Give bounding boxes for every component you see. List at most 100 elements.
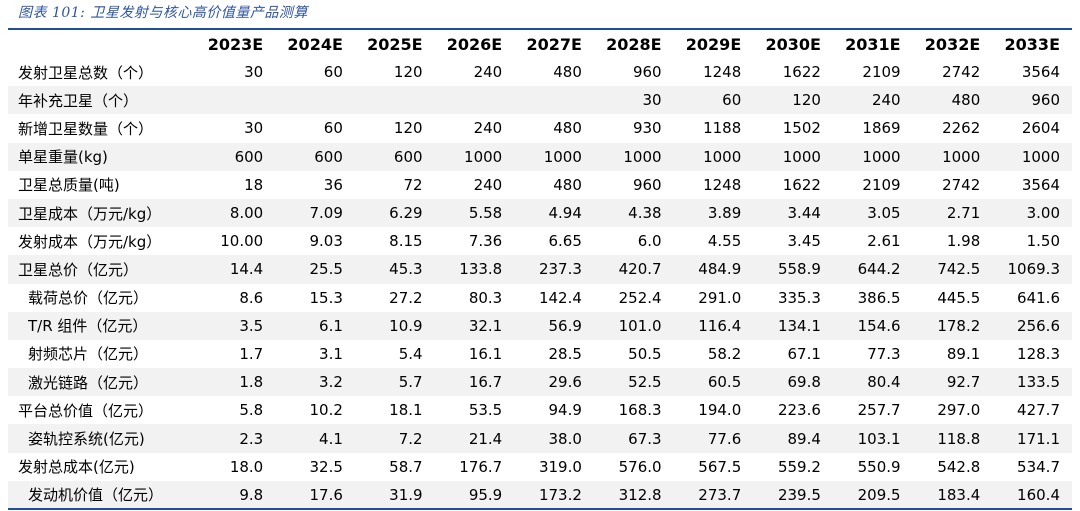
table-cell: 534.7 [1017,457,1060,476]
table-cell: 8.15 [389,232,423,251]
column-header: 2027E [526,34,582,54]
table-cell: 10.00 [220,232,264,251]
table-cell: 960 [992,86,1072,115]
table-cell: 80.4 [832,368,913,397]
row-label: 姿轨控系统(亿元) [8,424,196,453]
table-cell: 10.9 [354,311,435,340]
table-cell: 116.4 [673,311,754,340]
table-cell: 8.00 [195,198,276,228]
table-cell: 427.7 [1017,401,1060,420]
column-header: 2024E [287,34,343,54]
table-cell: 480 [553,119,582,138]
table-cell: 120 [393,119,423,138]
table-row: 姿轨控系统(亿元) 2.3 4.1 7.2 21.4 38.0 67.3 77.6 89.4 10… [8,424,1072,453]
table-cell: 239.5 [753,480,833,509]
table-cell: 31.9 [354,480,435,509]
column-header: 2029E [685,34,742,54]
table-cell: 2.71 [912,198,993,228]
top-rule [8,28,1072,30]
table-cell: 550.9 [857,457,901,476]
table-row: 卫星总价（亿元） 14.4 25.5 45.3 133.8 237.3 420.7 484.9… [8,255,1072,284]
table-cell: 9.03 [309,232,343,251]
table-cell: 240 [473,63,503,82]
table-row: 载荷总价（亿元） 8.6 15.3 27.2 80.3 142.4 252.4 291.0 33… [8,284,1072,312]
table-cell: 644.2 [832,255,913,284]
table-cell: 312.8 [593,480,674,509]
table-cell: 1000 [434,142,515,171]
table-cell: 60 [323,119,343,138]
table-cell [195,86,276,115]
table-cell: 101.0 [593,311,674,340]
table-cell: 386.5 [857,288,901,307]
table-cell: 27.2 [389,288,423,307]
table-cell: 5.8 [239,401,264,420]
table-cell: 237.3 [514,255,594,284]
header-blank [8,30,196,58]
table-cell: 1248 [703,175,742,194]
table-cell: 103.1 [832,424,913,453]
table-cell [514,86,594,115]
table-cell: 133.8 [434,255,515,284]
table-cell: 1622 [782,63,821,82]
row-label: 新增卫星数量（个） [18,119,154,138]
table-cell: 273.7 [673,480,754,509]
table-cell: 567.5 [698,457,742,476]
table-cell: 6.0 [637,232,662,251]
table-cell: 559.2 [777,457,821,476]
table-cell: 2742 [942,63,981,82]
row-label: 发动机价值（亿元） [8,480,196,509]
table-cell: 18 [244,175,264,194]
column-header: 2025E [367,34,423,54]
table-cell: 319.0 [538,457,582,476]
table-cell: 133.5 [992,368,1072,397]
table-cell: 480 [912,86,993,115]
table-cell: 8.6 [239,288,264,307]
table-cell: 53.5 [468,401,503,420]
table-cell: 6.1 [275,311,355,340]
table-cell: 3.1 [319,344,343,363]
table-row: 发射卫星总数（个） 30 60 120 240 480 960 1248 1622 2109 274… [8,58,1072,86]
row-label: 发射卫星总数（个） [18,63,154,82]
table-cell: 80.3 [468,288,503,307]
table-cell: 480 [553,175,582,194]
table-cell: 3564 [1021,175,1060,194]
table-cell: 120 [393,63,423,82]
table-cell: 178.2 [912,311,993,340]
row-label: 年补充卫星（个） [8,86,196,115]
column-header: 2026E [446,34,503,54]
table-cell: 445.5 [937,288,981,307]
table-cell: 480 [553,63,582,82]
table-cell: 1000 [912,142,993,171]
row-label: 射频芯片（亿元） [28,345,149,364]
table-cell: 21.4 [434,424,515,453]
table-cell: 58.2 [707,344,742,363]
table-cell: 4.38 [593,198,674,228]
figure-title: 图表 101: 卫星发射与核心高价值量产品测算 [18,5,308,21]
row-label: 卫星总质量(吨) [18,176,120,195]
table-row: 单星重量(kg) 600 600 600 1000 1000 1000 1000 1000 100… [8,142,1072,171]
table-cell: 28.5 [548,344,582,363]
table-cell: 558.9 [753,255,833,284]
table-cell: 92.7 [912,368,993,397]
table-cell: 10.2 [309,401,343,420]
bottom-rule [8,508,1072,510]
table-cell: 160.4 [992,480,1072,509]
table-cell: 38.0 [514,424,594,453]
table-cell: 4.55 [707,232,742,251]
table-cell: 154.6 [832,311,913,340]
header-row: 2023E 2024E 2025E 2026E 2027E 2028E 2029E 2030E… [8,30,1072,58]
table-cell: 58.7 [389,457,423,476]
table-row: 年补充卫星（个） 30 60 120 240 480 960 [8,86,1072,115]
table-cell: 1000 [514,142,594,171]
table-row: 发射总成本(亿元) 18.0 32.5 58.7 176.7 319.0 576.0 567.… [8,453,1072,481]
table-cell: 16.1 [468,344,503,363]
table-cell: 77.6 [673,424,754,453]
table-cell: 120 [753,86,833,115]
row-label: 发射总成本(亿元) [18,458,135,477]
table-cell: 94.9 [548,401,582,420]
table-cell: 256.6 [992,311,1072,340]
table-row: 平台总价值（亿元） 5.8 10.2 18.1 53.5 94.9 168.3 194.0 22… [8,396,1072,424]
table-cell: 18.1 [389,401,423,420]
table-cell: 1188 [703,119,742,138]
table-cell: 3.5 [195,311,276,340]
